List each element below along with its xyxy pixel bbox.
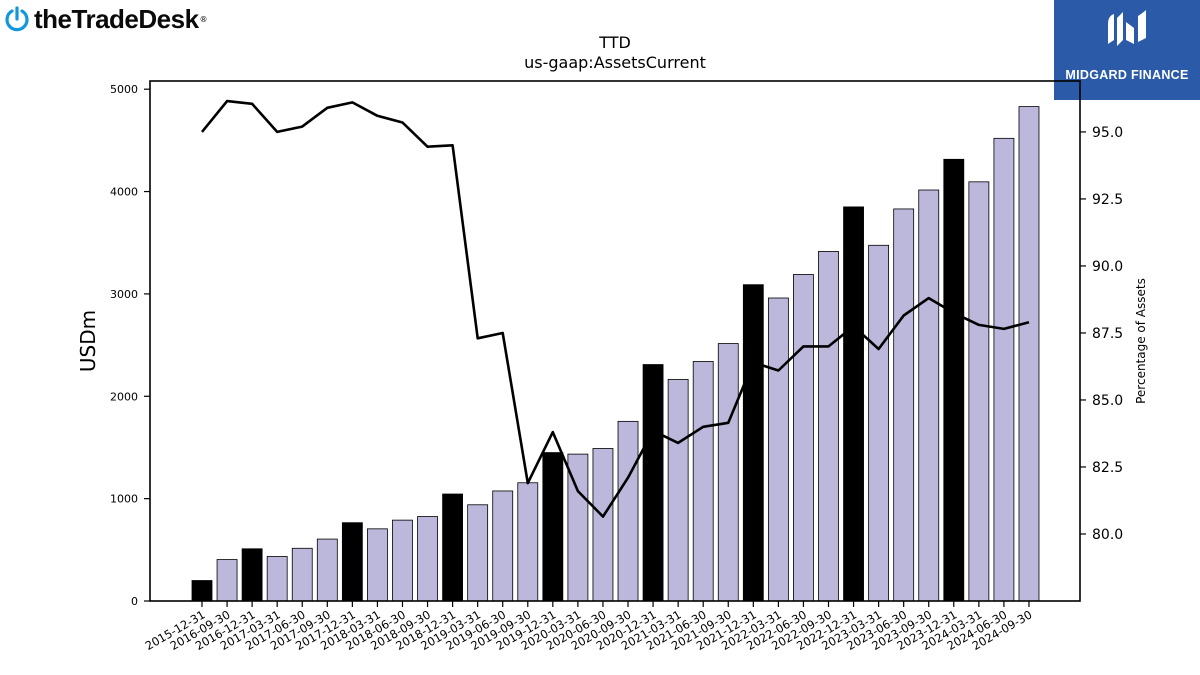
bar-2016-09-30 xyxy=(216,559,238,602)
y2-axis-label: Percentage of Assets xyxy=(1134,278,1148,404)
y-axis-right: 80.0 82.5 85.0 87.5 90.0 92.5 95.0 xyxy=(1080,125,1123,543)
y-tick-label: 2000 xyxy=(110,390,138,403)
y2-tick-label: 95.0 xyxy=(1092,125,1123,141)
y-tick-label: 4000 xyxy=(110,186,138,199)
bar-2017-12-31 xyxy=(341,522,363,602)
bar-2018-06-30 xyxy=(392,519,413,602)
y2-tick-label: 90.0 xyxy=(1092,259,1123,275)
bar-2024-06-30 xyxy=(993,137,1015,602)
y-axis-left: 0 1000 2000 3000 4000 5000 xyxy=(110,83,150,608)
bar-2016-12-31 xyxy=(241,548,263,602)
x-axis: 2015-12-312016-09-302016-12-312017-03-31… xyxy=(143,601,1034,653)
bar-2018-03-31 xyxy=(367,528,388,602)
trade-desk-logo: theTradeDesk ® xyxy=(4,4,208,34)
bar-2018-09-30 xyxy=(417,516,438,602)
bar-2022-06-30 xyxy=(793,274,814,602)
line-series xyxy=(200,99,1030,518)
y2-tick-label: 85.0 xyxy=(1092,393,1123,409)
y2-tick-label: 80.0 xyxy=(1092,527,1123,543)
bar-2021-06-30 xyxy=(692,361,714,602)
chart-title: TTD xyxy=(598,33,631,52)
trademark-symbol: ® xyxy=(199,14,208,24)
bar-2020-06-30 xyxy=(592,448,614,602)
bar-2023-12-31 xyxy=(943,158,965,602)
percentage-line xyxy=(200,99,1030,518)
y2-tick-label: 82.5 xyxy=(1092,460,1123,476)
bar-2023-09-30 xyxy=(918,189,940,602)
bar-2017-03-31 xyxy=(266,556,288,602)
bar-2022-03-31 xyxy=(767,297,789,602)
bar-2021-09-30 xyxy=(717,343,739,602)
bar-2021-12-31 xyxy=(742,284,764,602)
y-axis-label: USDm xyxy=(76,310,100,372)
bar-2017-09-30 xyxy=(316,538,338,602)
bar-2022-09-30 xyxy=(818,251,839,602)
midgard-emblem-icon xyxy=(1108,10,1146,46)
bar-2023-06-30 xyxy=(893,208,915,602)
bar-2022-12-31 xyxy=(843,206,864,602)
plot-frame xyxy=(149,80,1081,602)
y-tick-label: 0 xyxy=(131,595,138,608)
bar-2017-06-30 xyxy=(291,547,313,602)
bar-series xyxy=(191,106,1040,602)
logo-wordmark: theTradeDesk xyxy=(34,3,199,34)
y-tick-label: 3000 xyxy=(110,288,138,301)
y-tick-label: 1000 xyxy=(110,493,138,506)
bar-2023-03-31 xyxy=(868,244,890,602)
bar-2019-12-31 xyxy=(542,452,564,602)
y2-tick-label: 87.5 xyxy=(1092,326,1123,342)
brand-name: MIDGARD FINANCE xyxy=(1065,68,1189,82)
y2-tick-label: 92.5 xyxy=(1092,192,1123,208)
bar-2019-09-30 xyxy=(517,482,539,602)
bar-2018-12-31 xyxy=(442,493,464,602)
bar-2019-06-30 xyxy=(492,490,514,602)
midgard-finance-logo: MIDGARD FINANCE xyxy=(1054,0,1200,100)
bar-2024-09-30 xyxy=(1018,106,1040,602)
bar-2019-03-31 xyxy=(467,504,489,602)
bar-2021-03-31 xyxy=(667,378,689,602)
bar-2020-12-31 xyxy=(642,364,664,602)
bar-2015-12-31 xyxy=(191,580,213,602)
bar-2024-03-31 xyxy=(968,181,990,602)
bar-2020-09-30 xyxy=(617,420,639,602)
y-tick-label: 5000 xyxy=(110,83,138,96)
power-icon xyxy=(5,6,29,32)
chart-subtitle: us-gaap:AssetsCurrent xyxy=(524,53,706,72)
